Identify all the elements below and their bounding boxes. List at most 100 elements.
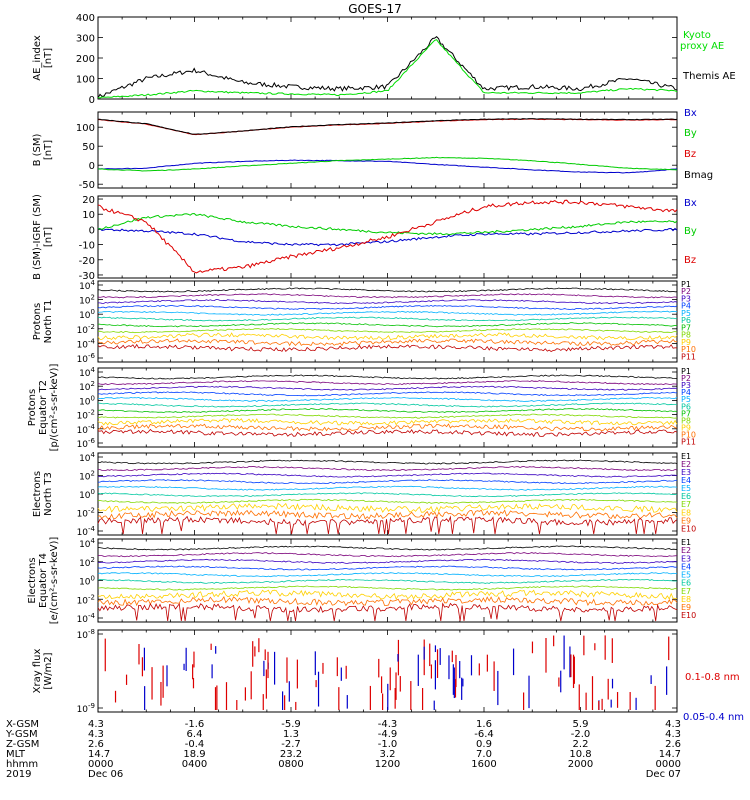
series-e10: [97, 515, 678, 535]
legend-themis-ae: Themis AE: [682, 71, 736, 82]
y-tick-label: 102: [79, 294, 95, 307]
series-p6: [98, 402, 678, 408]
series-bdiff-bx: [98, 227, 678, 247]
legend-e9: E9: [681, 603, 691, 612]
orbit-value: -4.3: [378, 719, 398, 730]
series-e9: [97, 596, 678, 607]
series-bdiff-by: [97, 212, 678, 236]
series-p3: [98, 299, 678, 305]
orbit-value: -4.9: [378, 729, 398, 740]
series-bsm-bx: [97, 159, 678, 174]
y-tick-label: 10-9: [77, 702, 95, 715]
series-p2: [97, 293, 678, 299]
y-axis-label: Electrons: [32, 471, 43, 517]
series-e2: [97, 466, 678, 472]
orbit-value: 3.2: [380, 749, 396, 760]
legend-e8: E8: [681, 595, 691, 604]
orbit-value: 23.2: [280, 749, 302, 760]
y-tick-label: 10: [82, 210, 95, 221]
legend-e10: E10: [681, 524, 696, 533]
y-axis-label: [nT]: [43, 48, 54, 68]
y-tick-label: 10-4: [77, 337, 96, 350]
orbit-value: 7.0: [476, 749, 492, 760]
orbit-value: -5.9: [281, 719, 301, 730]
series-p10: [97, 423, 678, 432]
legend-e6: E6: [681, 492, 691, 501]
legend-p10: P10: [681, 430, 696, 439]
orbit-value: 0000: [656, 759, 681, 770]
legend-p2: P2: [681, 287, 691, 296]
legend-p8: P8: [681, 416, 691, 425]
orbit-value: 0400: [182, 759, 207, 770]
orbit-value: Dec 07: [646, 769, 681, 780]
orbit-value: 4.3: [665, 729, 681, 740]
orbit-value: 1.3: [283, 729, 299, 740]
series-e1: [97, 459, 678, 465]
y-tick-label: -10: [79, 241, 95, 252]
legend-p8: P8: [681, 331, 691, 340]
series-p3: [97, 385, 678, 391]
legend-e3: E3: [681, 468, 691, 477]
series-p9: [97, 332, 678, 341]
orbit-value: -1.6: [185, 719, 205, 730]
y-tick-label: 104: [79, 451, 95, 464]
series-e8: [97, 589, 678, 601]
y-tick-label: 300: [76, 34, 95, 45]
y-tick-label: 10-8: [77, 628, 95, 641]
legend-e4: E4: [681, 476, 691, 485]
series-p5: [97, 396, 678, 402]
legend-e4: E4: [681, 562, 691, 571]
y-axis-label: [nT]: [43, 227, 54, 247]
legend-p5: P5: [681, 309, 691, 318]
legend-p9: P9: [681, 423, 691, 432]
orbit-value: 2.6: [88, 739, 104, 750]
y-tick-label: 10-4: [77, 423, 96, 436]
series-p11: [97, 343, 678, 353]
y-tick-label: 100: [79, 308, 95, 321]
y-tick-label: 102: [79, 470, 95, 483]
y-tick-label: 104: [79, 366, 95, 379]
panel-frame-en: [97, 452, 678, 536]
series-p2: [97, 380, 678, 386]
legend-p4: P4: [681, 302, 691, 311]
orbit-value: 4.3: [88, 719, 104, 730]
legend-p10: P10: [681, 345, 696, 354]
series-p6: [97, 316, 678, 322]
orbit-value: -6.4: [474, 729, 494, 740]
series-p5: [97, 310, 678, 316]
y-axis-label: Xray flux: [32, 649, 43, 694]
legend-p6: P6: [681, 402, 691, 411]
series-e7: [97, 498, 678, 504]
y-tick-label: 50: [82, 142, 95, 153]
orbit-value: 5.9: [573, 719, 589, 730]
series-p7: [97, 408, 678, 414]
orbit-row-label: hhmm: [6, 759, 38, 770]
y-tick-label: 10-2: [77, 593, 95, 606]
series-e10: [97, 602, 678, 622]
series-kyoto-ae: [97, 39, 678, 99]
series-e8: [97, 502, 678, 513]
orbit-value: 18.9: [183, 749, 205, 760]
y-tick-label: 0: [89, 225, 95, 236]
series-e3: [97, 472, 678, 478]
y-axis-label: [e/(cm²-s-sr-keV)]: [49, 537, 60, 625]
legend-e2: E2: [681, 546, 691, 555]
legend-xray-long: 0.1-0.8 nm: [685, 672, 740, 683]
panel-frame-ae: [97, 16, 678, 100]
legend-e5: E5: [681, 484, 691, 493]
legend-e7: E7: [681, 587, 691, 596]
legend-xray-short: 0.05-0.4 nm: [683, 712, 744, 723]
orbit-value: 14.7: [88, 749, 110, 760]
y-axis-label: B (SM): [32, 133, 43, 166]
y-axis-label: Protons: [27, 389, 38, 426]
orbit-value: 4.3: [665, 719, 681, 730]
series-e6: [97, 492, 678, 498]
y-tick-label: 10-2: [77, 409, 95, 422]
legend-p1: P1: [681, 367, 691, 376]
legend-e7: E7: [681, 500, 691, 509]
orbit-value: 2000: [568, 759, 593, 770]
legend-bsm-bmag: Bmag: [684, 170, 713, 181]
legend-bdiff-bx: Bx: [684, 198, 697, 209]
series-e1: [97, 545, 678, 551]
legend-p9: P9: [681, 338, 691, 347]
